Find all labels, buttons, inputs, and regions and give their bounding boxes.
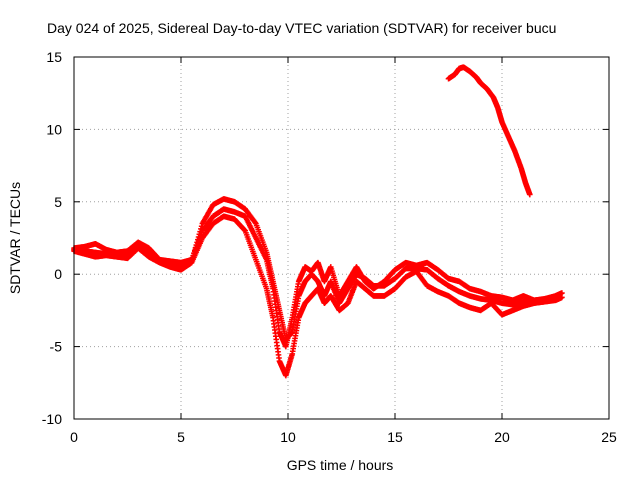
axis-ticks	[73, 56, 610, 420]
plot-frame	[73, 56, 610, 420]
x-axis-title: GPS time / hours	[287, 457, 394, 473]
x-tick-label: 20	[494, 429, 510, 445]
y-tick-labels: -10 -5 0 5 10 15	[42, 49, 62, 427]
chart-title: Day 024 of 2025, Sidereal Day-to-day VTE…	[47, 20, 556, 36]
data-point	[190, 252, 197, 259]
x-tick-label: 10	[280, 429, 296, 445]
data-point	[559, 294, 565, 301]
data-point	[191, 250, 197, 256]
grid-layer	[74, 57, 609, 419]
data-point	[198, 226, 204, 232]
x-tick-labels: 0 5 10 15 20 25	[70, 429, 617, 445]
x-tick-label: 25	[601, 429, 617, 445]
data-point	[194, 239, 200, 246]
data-point	[241, 227, 248, 233]
y-tick-label: 15	[46, 49, 62, 65]
x-tick-label: 15	[387, 429, 403, 445]
data-point	[193, 242, 200, 248]
y-tick-label: 10	[46, 121, 62, 137]
data-point	[527, 191, 533, 198]
data-points	[71, 64, 565, 379]
x-tick-label: 0	[70, 429, 78, 445]
series-3	[445, 64, 533, 198]
data-point	[197, 228, 203, 235]
y-tick-label: 5	[54, 194, 62, 210]
data-point	[196, 231, 203, 238]
y-tick-label: -10	[42, 411, 62, 427]
data-point	[192, 244, 199, 251]
y-tick-label: 0	[54, 266, 62, 282]
data-point	[252, 219, 258, 226]
data-point	[542, 297, 548, 304]
x-tick-label: 5	[177, 429, 185, 445]
data-point	[195, 234, 202, 240]
y-axis-title: SDTVAR / TECUs	[7, 182, 23, 294]
data-point	[189, 255, 196, 262]
data-point	[188, 258, 195, 264]
data-point	[198, 223, 205, 230]
series-2	[71, 196, 548, 343]
data-point	[195, 236, 201, 243]
data-point	[191, 247, 198, 254]
y-tick-label: -5	[50, 339, 63, 355]
